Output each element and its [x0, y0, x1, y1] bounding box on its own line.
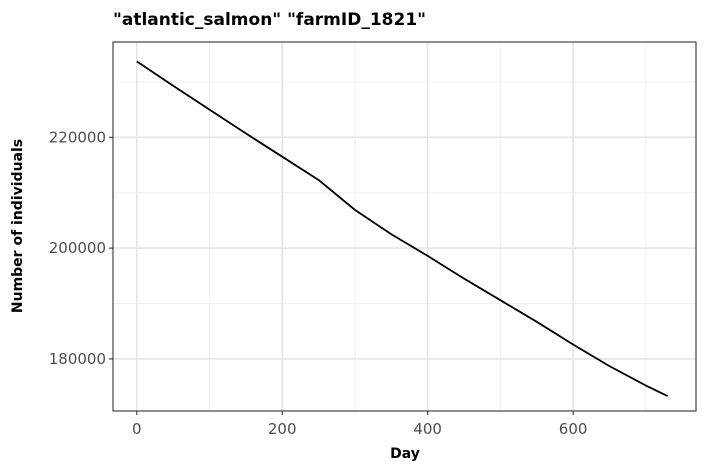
y-tick-label: 220000	[49, 128, 106, 146]
series-layer	[136, 60, 669, 397]
y-axis-title: Number of individuals	[10, 139, 26, 313]
y-tick-label: 200000	[49, 239, 106, 257]
x-tick-label: 200	[268, 420, 297, 438]
series-line	[136, 60, 669, 397]
x-axis-title: Day	[390, 446, 420, 462]
plot-panel-border	[112, 41, 697, 412]
y-tick-label: 180000	[49, 350, 106, 368]
chart-title: "atlantic_salmon" "farmID_1821"	[113, 10, 426, 30]
x-tick-label: 400	[413, 420, 442, 438]
x-axis: 0 200 400 600	[132, 411, 587, 438]
y-axis: 180000 200000 220000	[49, 128, 113, 368]
x-tick-label: 600	[559, 420, 588, 438]
major-grid	[113, 42, 696, 411]
x-tick-label: 0	[132, 420, 142, 438]
minor-grid	[113, 42, 696, 411]
